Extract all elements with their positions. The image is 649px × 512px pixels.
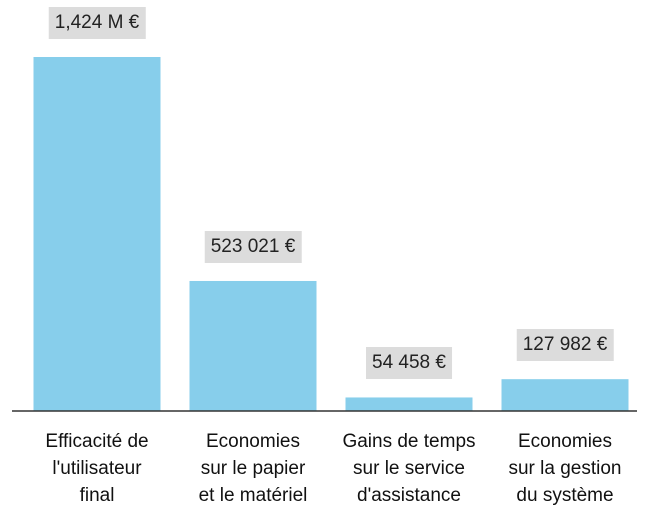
bar [345, 397, 473, 411]
x-tick-label: Gains de temps sur le service d'assistan… [342, 431, 476, 506]
value-label: 523 021 € [204, 230, 302, 263]
bar [501, 379, 629, 411]
bar [189, 280, 317, 411]
value-label: 54 458 € [366, 347, 452, 380]
x-tick-label: Economies sur le papier et le matériel [198, 431, 308, 506]
x-tick-label: Economies sur la gestion du système [508, 431, 622, 506]
bar [33, 57, 161, 411]
value-label: 1,424 M € [48, 7, 146, 39]
value-label: 127 982 € [516, 329, 614, 362]
x-tick-label: Efficacité de l'utilisateur final [45, 431, 149, 506]
